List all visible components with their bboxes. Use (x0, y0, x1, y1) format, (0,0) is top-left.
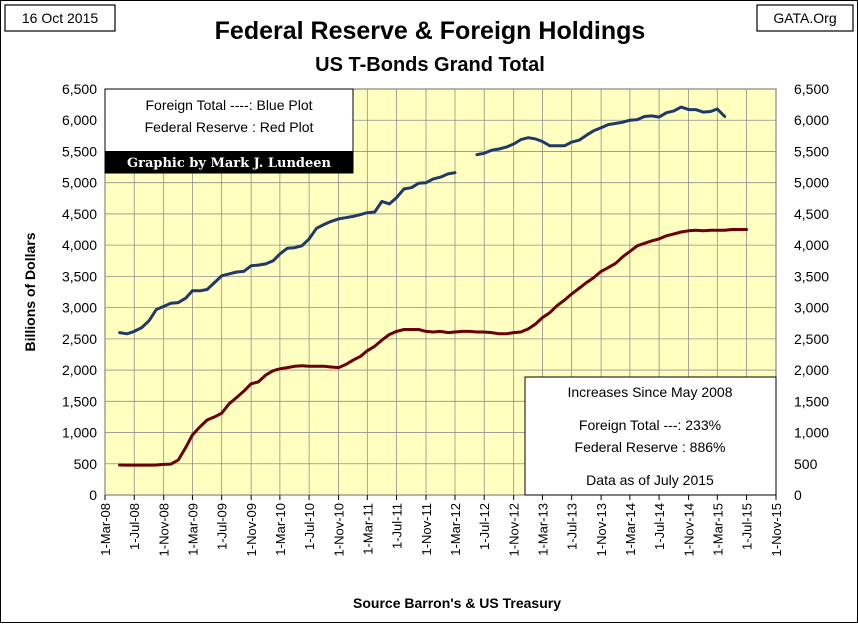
y-tick-label-right: 4,500 (794, 206, 829, 222)
y-tick-label-left: 4,500 (62, 206, 97, 222)
x-tick-label: 1-Jul-13 (565, 503, 580, 550)
x-tick-label: 1-Mar-12 (448, 503, 463, 556)
chart-subtitle: US T-Bonds Grand Total (315, 54, 545, 76)
x-tick-label: 1-Mar-13 (535, 503, 550, 556)
y-tick-label-right: 2,000 (794, 362, 829, 378)
y-tick-label-right: 3,000 (794, 300, 829, 316)
y-tick-label-left: 6,500 (62, 81, 97, 97)
federal-reserve-line (118, 228, 748, 467)
x-tick-label: 1-Nov-11 (419, 503, 434, 556)
x-tick-label: 1-Jul-09 (215, 503, 230, 550)
y-axis-label: Billions of Dollars (22, 232, 38, 351)
info-heading: Increases Since May 2008 (568, 384, 733, 400)
chart-title: Federal Reserve & Foreign Holdings (215, 17, 646, 45)
x-tick-label: 1-Mar-15 (710, 503, 725, 556)
foreign-total-line (475, 105, 727, 157)
x-tick-label: 1-Jul-10 (302, 503, 317, 550)
y-tick-label-right: 4,000 (794, 237, 829, 253)
y-tick-label-left: 1,500 (62, 393, 97, 409)
x-tick-label: 1-Jul-14 (652, 503, 667, 550)
y-axis-left: 0 500 1,000 1,500 2,000 2,500 3,000 3,500 4,000 4… (62, 81, 97, 503)
info-foreign: Foreign Total ---: 233% (579, 417, 721, 433)
x-tick-label: 1-Jul-11 (390, 503, 405, 549)
y-tick-label-left: 6,000 (62, 112, 97, 128)
legend-box: Foreign Total ----: Blue Plot Federal Re… (104, 88, 354, 174)
info-fed: Federal Reserve : 886% (575, 439, 726, 455)
x-tick-label: 1-Nov-13 (594, 503, 609, 556)
y-tick-label-left: 5,500 (62, 143, 97, 159)
x-tick-label: 1-Nov-09 (244, 503, 259, 556)
y-tick-label-right: 0 (794, 487, 802, 503)
x-tick-label: 1-Mar-09 (185, 503, 200, 556)
y-tick-label-left: 5,000 (62, 175, 97, 191)
y-tick-label-left: 1,000 (62, 425, 97, 441)
credit-banner (105, 151, 353, 173)
y-tick-label-right: 6,000 (794, 112, 829, 128)
foreign-total-line (118, 171, 457, 336)
x-tick-label: 1-Nov-08 (157, 503, 172, 556)
site-label: GATA.Org (773, 10, 836, 26)
y-tick-label-left: 2,000 (62, 362, 97, 378)
y-tick-label-left: 3,000 (62, 300, 97, 316)
y-tick-label-left: 4,000 (62, 237, 97, 253)
y-tick-label-left: 500 (74, 456, 98, 472)
y-tick-label-right: 5,500 (794, 143, 829, 159)
date-label: 16 Oct 2015 (22, 10, 98, 26)
x-tick-label: 1-Mar-08 (98, 503, 113, 556)
y-tick-label-right: 500 (794, 456, 818, 472)
x-tick-label: 1-Nov-14 (682, 503, 697, 556)
x-axis-label: Source Barron's & US Treasury (353, 595, 561, 611)
series-lines (118, 105, 748, 467)
legend-fed: Federal Reserve : Red Plot (145, 119, 314, 135)
info-asof: Data as of July 2015 (586, 472, 714, 488)
x-tick-label: 1-Mar-14 (623, 503, 638, 556)
x-tick-label: 1-Nov-12 (507, 503, 522, 556)
x-tick-label: 1-Jul-08 (127, 503, 142, 550)
y-tick-label-right: 2,500 (794, 331, 829, 347)
date-box (4, 4, 116, 32)
credit-text: Graphic by Mark J. Lundeen (127, 156, 332, 171)
y-tick-label-right: 3,500 (794, 268, 829, 284)
y-tick-label-left: 3,500 (62, 268, 97, 284)
y-tick-label-right: 1,000 (794, 425, 829, 441)
y-tick-label-left: 2,500 (62, 331, 97, 347)
x-tick-label: 1-Mar-10 (273, 503, 288, 556)
info-box: Increases Since May 2008 Foreign Total -… (524, 376, 777, 496)
info-box-bg (524, 376, 777, 496)
x-tick-label: 1-Nov-15 (769, 503, 784, 556)
y-tick-label-right: 6,500 (794, 81, 829, 97)
x-tick-label: 1-Jul-12 (477, 503, 492, 550)
x-axis: 1-Mar-08 1-Jul-08 1-Nov-08 1-Mar-09 1-Jul-09… (98, 495, 784, 556)
x-tick-label: 1-Mar-11 (360, 503, 375, 555)
y-axis-right: 0 500 1,000 1,500 2,000 2,500 3,000 3,500 4,000 4… (794, 81, 829, 503)
legend-foreign: Foreign Total ----: Blue Plot (145, 97, 312, 113)
y-tick-label-right: 1,500 (794, 393, 829, 409)
y-tick-label-right: 5,000 (794, 175, 829, 191)
x-tick-label: 1-Nov-10 (332, 503, 347, 556)
y-tick-label-left: 0 (89, 487, 97, 503)
x-tick-label: 1-Jul-15 (740, 503, 755, 550)
site-box (756, 4, 854, 32)
